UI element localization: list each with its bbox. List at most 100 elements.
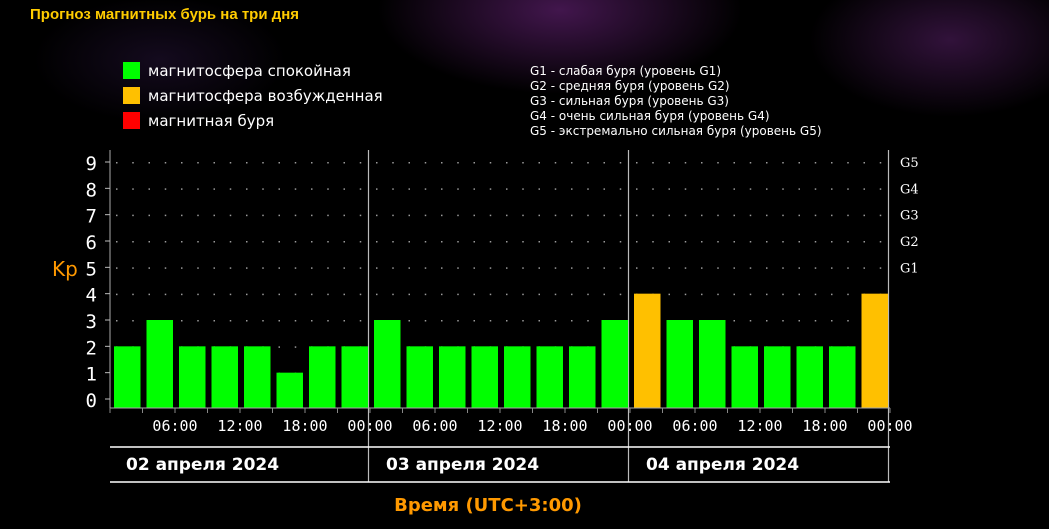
grid-dot [229, 188, 232, 190]
grid-dot [311, 214, 313, 217]
kp-bar [146, 320, 173, 408]
kp-bar [666, 320, 693, 408]
grid-dot [863, 188, 865, 190]
day-label: 04 апреля 2024 [646, 455, 799, 475]
grid-dot [132, 241, 134, 243]
grid-dot [246, 293, 248, 296]
kp-bar [569, 346, 596, 408]
grid-dot [376, 241, 378, 243]
legend-label: магнитная буря [148, 112, 274, 130]
grid-dot [246, 162, 248, 164]
grid-dot [359, 188, 362, 190]
grid-dot [441, 293, 443, 296]
grid-dot [424, 162, 427, 164]
grid-dot [197, 162, 199, 164]
y-tick-label: 6 [86, 232, 97, 254]
grid-dot [148, 214, 150, 217]
grid-dot [213, 214, 215, 217]
time-tick-label: 00:00 [607, 417, 652, 435]
y-axis-title: Kp [52, 257, 78, 281]
grid-dot [619, 241, 622, 243]
grid-dot [766, 320, 768, 322]
grid-dot [408, 267, 410, 269]
grid-dot [229, 241, 232, 243]
grid-dot [766, 293, 768, 296]
grid-dot [717, 162, 719, 164]
grid-dot [879, 162, 882, 164]
kp-bar [829, 346, 856, 408]
grid-dot [879, 241, 882, 243]
grid-dot [506, 241, 508, 243]
grid-dot [831, 162, 833, 164]
grid-dot [668, 267, 670, 269]
grid-dot [181, 320, 183, 322]
grid-dot [213, 267, 215, 269]
grid-dot [181, 188, 183, 190]
grid-dot [213, 293, 215, 296]
grid-dot [571, 293, 573, 296]
grid-dot [701, 188, 703, 190]
grid-dot [327, 320, 329, 322]
grid-dot [522, 162, 524, 164]
grid-dot [359, 293, 362, 296]
grid-dot [636, 162, 638, 164]
grid-dot [831, 214, 833, 217]
grid-dot [311, 320, 313, 322]
grid-dot [116, 267, 118, 269]
grid-dot [294, 241, 297, 243]
grid-dot [733, 214, 735, 217]
grid-dot [408, 241, 410, 243]
grid-dot [327, 293, 329, 296]
grid-dot [148, 267, 150, 269]
grid-dot [831, 188, 833, 190]
grid-dot [814, 188, 817, 190]
grid-dot [603, 188, 605, 190]
grid-dot [587, 188, 589, 190]
grid-dot [652, 241, 654, 243]
grid-dot [506, 320, 508, 322]
grid-dot [506, 267, 508, 269]
bars [114, 293, 888, 408]
grid-dot [701, 241, 703, 243]
day-label: 03 апреля 2024 [386, 455, 539, 475]
grid-dot [489, 214, 492, 217]
grid-dot [343, 293, 345, 296]
grid-dot [717, 293, 719, 296]
grid-dot [473, 188, 475, 190]
grid-dot [246, 241, 248, 243]
legend-swatch [123, 62, 140, 79]
grid-dot [733, 267, 735, 269]
grid-dot [424, 188, 427, 190]
grid-dot [652, 188, 654, 190]
grid-dot [701, 267, 703, 269]
grid-dot [766, 214, 768, 217]
grid-dot [489, 320, 492, 322]
storm-scale-item: G3 - сильная буря (уровень G3) [530, 94, 729, 108]
grid-dot [717, 188, 719, 190]
time-tick-label: 06:00 [412, 417, 457, 435]
grid-dot [733, 320, 735, 322]
grid-dot [652, 267, 654, 269]
grid-dot [522, 293, 524, 296]
grid-dot [587, 162, 589, 164]
grid-dot [571, 214, 573, 217]
grid-dot [554, 320, 557, 322]
grid-dot [294, 320, 297, 322]
grid-dot [473, 162, 475, 164]
grid-dot [376, 188, 378, 190]
grid-dot [571, 320, 573, 322]
grid-dot [197, 267, 199, 269]
grid-dot [863, 214, 865, 217]
y-tick-label: 8 [86, 179, 97, 201]
storm-scale-item: G4 - очень сильная буря (уровень G4) [530, 109, 770, 123]
grid-dot [457, 267, 459, 269]
grid-dot [798, 188, 800, 190]
grid-dot [554, 214, 557, 217]
grid-dot [814, 293, 817, 296]
grid-dot [717, 267, 719, 269]
grid-dot [619, 188, 622, 190]
grid-dot [311, 162, 313, 164]
time-tick-label: 18:00 [542, 417, 587, 435]
grid-dot [879, 188, 882, 190]
